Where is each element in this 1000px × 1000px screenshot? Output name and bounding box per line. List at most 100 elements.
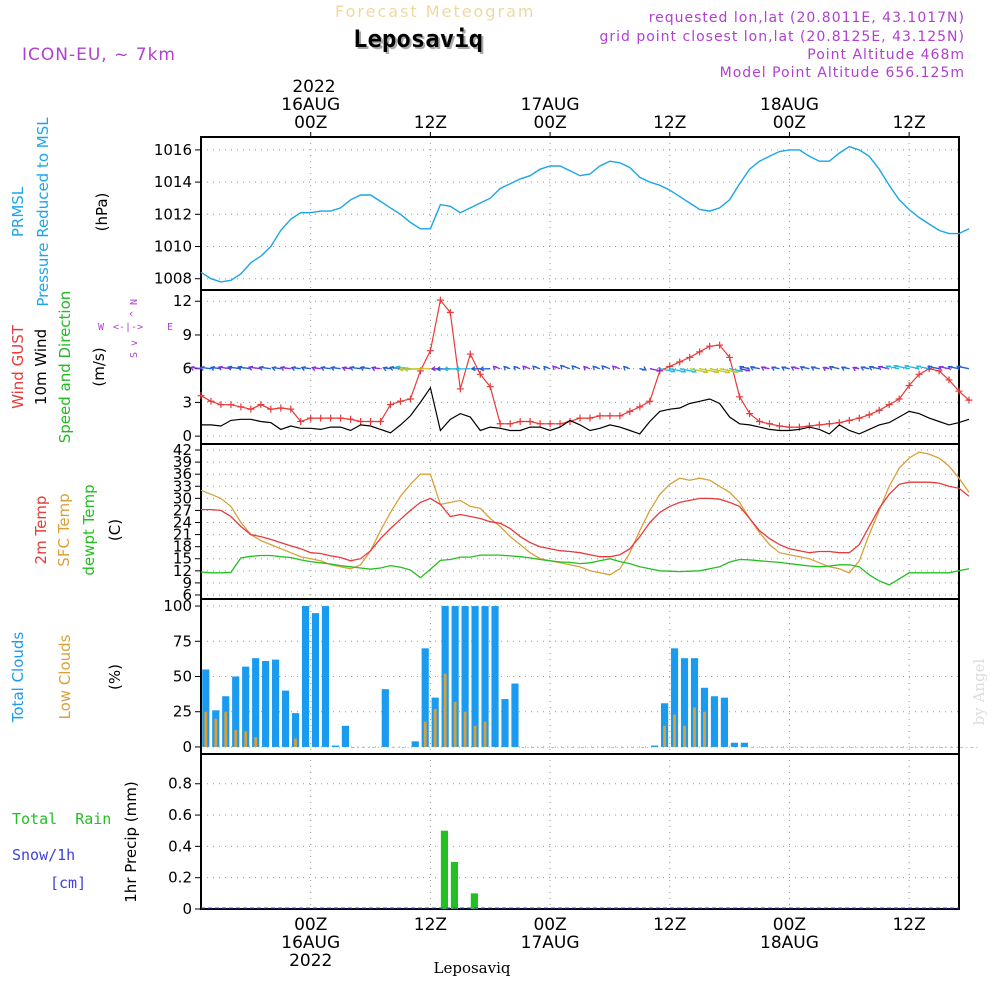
y-tick-label: 0.4 [168, 837, 192, 855]
y-tick-label: 21 [173, 526, 192, 544]
gust-marker [456, 385, 464, 393]
gust-marker [406, 395, 414, 403]
total-cloud-bar [232, 676, 240, 747]
wind-arrow-head [790, 366, 796, 371]
prmsl-label: PRMSL [9, 186, 27, 237]
grid-point-coords: grid point closest lon,lat (20.8125E, 43… [599, 29, 965, 45]
wind-arrow-head [601, 365, 607, 371]
percent-label: (%) [106, 664, 124, 690]
wind-arrow-head [522, 365, 528, 371]
total-cloud-bar [451, 606, 459, 747]
y-tick-label: 30 [173, 489, 192, 507]
gust-marker [646, 397, 654, 405]
wind-arrow-head [877, 365, 883, 371]
y-tick-label: 3 [182, 393, 192, 411]
snow-label: Snow/1h [12, 846, 75, 864]
y-tick-label: 1014 [154, 173, 192, 191]
wind-arrow-head [247, 365, 254, 371]
wind-arrow-head [382, 366, 388, 372]
total-cloud-bar [242, 666, 250, 747]
wind-arrow-head [611, 365, 617, 371]
gust-marker [756, 418, 764, 426]
y-tick-label: 12 [173, 562, 192, 580]
wind-arrow-head [893, 364, 899, 370]
wind-arrow-head [435, 366, 441, 372]
total-cloud-bar [291, 713, 300, 747]
total-cloud-bar [501, 699, 509, 747]
y-tick-label: 0 [182, 900, 192, 918]
wind-arrow-head [738, 366, 745, 371]
wind-arrow-head [271, 366, 277, 372]
wind-arrow-head [470, 366, 476, 372]
clouds-panel: 0 25 50 75 100 [163, 597, 978, 756]
wind-arrow-head [947, 365, 953, 371]
bottom-time-label: 00Z [294, 915, 327, 935]
y-tick-label: 100 [163, 597, 192, 615]
ms-label: (m/s) [90, 347, 108, 386]
y-tick-label: 1016 [154, 141, 192, 159]
total-cloud-bar [651, 745, 659, 747]
cloud-labels: Total Clouds Low Clouds (%) [9, 632, 124, 724]
pressure-panel: 1008 1010 1012 1014 1016 [154, 136, 970, 291]
wind-arrow-head [199, 365, 205, 371]
low-cloud-bar [663, 725, 666, 747]
total-cloud-bar [411, 741, 419, 747]
precip-panel: 0 0.2 0.4 0.6 0.8 [168, 753, 960, 918]
wind-arrow-head [388, 365, 395, 371]
wind-arrow-head [860, 366, 866, 371]
y-tick-label: 39 [173, 453, 192, 471]
gust-marker [845, 416, 853, 424]
gust-marker [217, 401, 225, 409]
wind-arrow-head [592, 365, 598, 371]
total-cloud-bar [281, 690, 290, 747]
bottom-time-label: 00Z [773, 915, 806, 935]
bottom-time-label: 2022 [289, 951, 332, 971]
panel-frame [200, 753, 960, 910]
wind-arrow-head [828, 366, 834, 371]
y-tick-label: 27 [173, 501, 192, 519]
wind-arrow-head [956, 365, 962, 371]
gust-marker [785, 423, 793, 431]
rain-bar [470, 893, 478, 909]
total-cloud-bar [301, 606, 310, 747]
y-tick-label: 50 [173, 668, 192, 686]
compass-west: W [98, 322, 105, 333]
y-tick-label: 0.6 [168, 806, 192, 824]
low-cloud-bar [483, 721, 487, 747]
bottom-time-label: 12Z [892, 915, 925, 935]
pressure-labels: PRMSL Pressure Reduced to MSL (hPa) [9, 117, 111, 307]
total-cloud-bar [421, 648, 429, 747]
wind-arrow-head [300, 366, 306, 372]
y-tick-label: 0.2 [168, 869, 192, 887]
total-cloud-bar [331, 745, 340, 747]
wind-arrow-head [749, 366, 755, 371]
wind-arrow-head [290, 366, 296, 372]
compass-north: N [129, 299, 140, 305]
wind-arrow-head [513, 365, 519, 371]
gust-marker [277, 404, 285, 412]
sfctemp-label: SFC Temp [55, 493, 73, 566]
wind-arrow-head [395, 365, 401, 371]
wind-arrow-head [279, 366, 285, 371]
gust-marker [955, 387, 963, 395]
gust-marker [267, 405, 275, 413]
wind-arrow-head [927, 365, 933, 371]
gust-marker [237, 403, 245, 411]
wind-arrow-head [799, 366, 805, 371]
total-cloud-bar [680, 658, 689, 747]
y-tick-label: 42 [173, 441, 192, 459]
top-time-label: 00Z [533, 113, 566, 133]
gust-marker [357, 418, 365, 426]
compass-east: E [167, 322, 173, 333]
wind-arrow-head [320, 366, 326, 372]
hpa-label: (hPa) [93, 193, 111, 232]
wind-arrow-head [492, 365, 498, 371]
gust-marker [546, 420, 554, 428]
series-line-gust [200, 298, 970, 428]
panel-frame [200, 136, 960, 291]
total-cloud-bar [740, 742, 748, 747]
y-tick-label: 36 [173, 465, 192, 483]
